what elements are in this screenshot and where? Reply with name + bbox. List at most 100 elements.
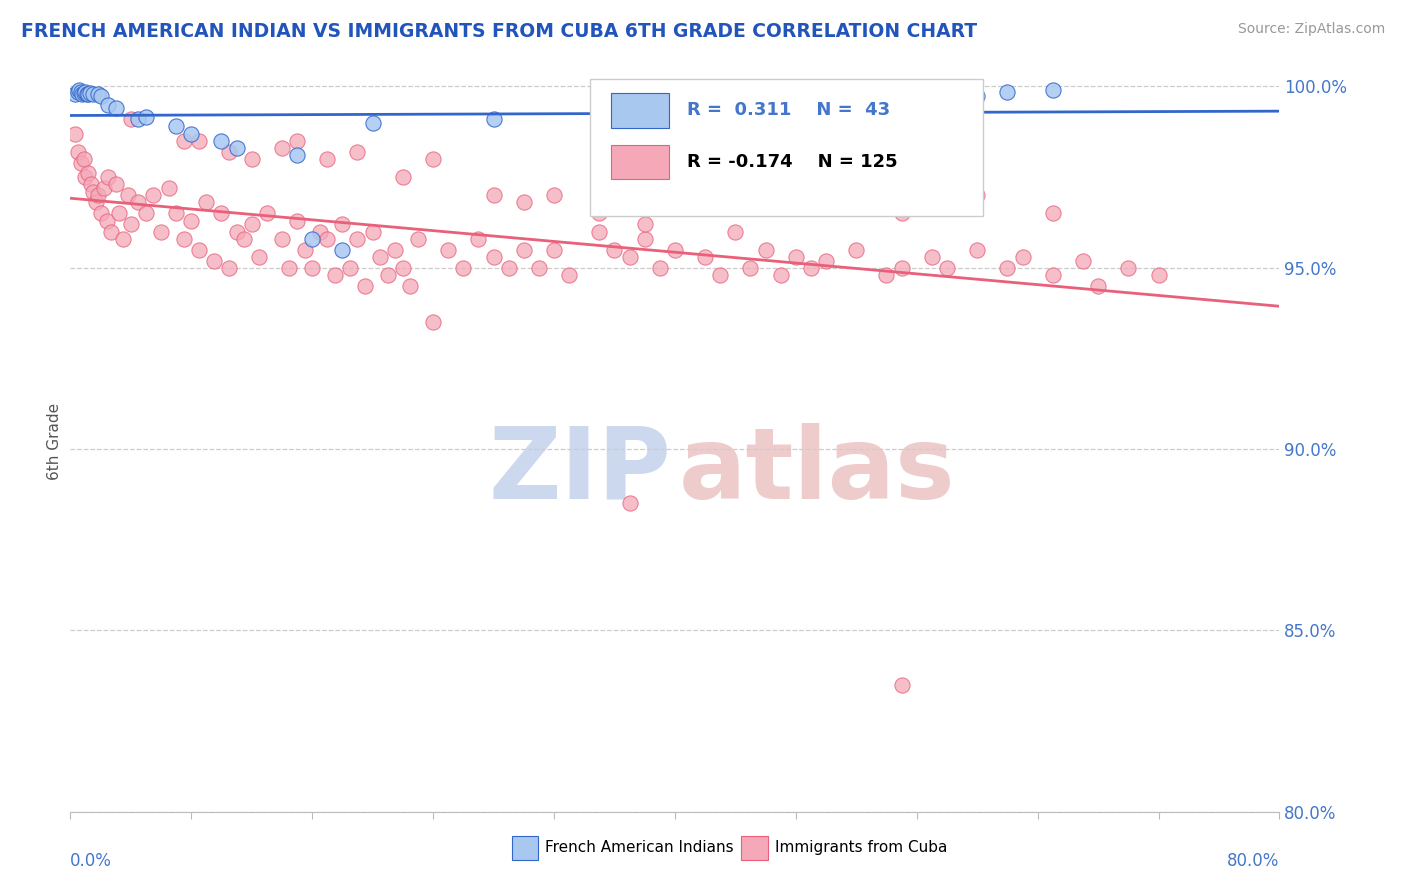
Point <box>368 250 391 264</box>
Point <box>316 232 339 246</box>
Point <box>619 250 641 264</box>
Point <box>361 225 384 239</box>
Point <box>588 225 610 239</box>
Point <box>346 232 368 246</box>
Point <box>332 217 354 231</box>
Point <box>308 225 330 239</box>
Point <box>377 268 399 282</box>
Point <box>354 279 377 293</box>
Point <box>187 243 209 257</box>
Point <box>740 188 762 202</box>
Point <box>67 83 90 97</box>
Point <box>815 195 838 210</box>
Point <box>890 260 912 275</box>
Point <box>77 87 100 102</box>
Point <box>391 260 415 275</box>
Point <box>1011 250 1033 264</box>
Point <box>218 260 240 275</box>
Point <box>173 232 195 246</box>
Point <box>240 217 263 231</box>
Point <box>339 260 361 275</box>
Point <box>256 206 278 220</box>
Point <box>588 104 610 119</box>
Point <box>1147 268 1170 282</box>
Point <box>97 170 120 185</box>
Point <box>84 195 107 210</box>
Point <box>709 181 731 195</box>
Point <box>63 127 86 141</box>
Point <box>890 94 912 108</box>
Point <box>558 268 581 282</box>
Point <box>406 232 429 246</box>
Point <box>86 188 108 202</box>
Point <box>785 250 807 264</box>
Point <box>233 232 256 246</box>
Point <box>104 178 127 192</box>
Point <box>323 268 346 282</box>
Text: FRENCH AMERICAN INDIAN VS IMMIGRANTS FROM CUBA 6TH GRADE CORRELATION CHART: FRENCH AMERICAN INDIAN VS IMMIGRANTS FRO… <box>21 22 977 41</box>
Point <box>165 120 187 134</box>
Point <box>467 232 489 246</box>
Point <box>73 86 96 100</box>
Point <box>135 110 157 124</box>
Point <box>422 315 444 329</box>
Point <box>97 97 120 112</box>
Point <box>391 170 415 185</box>
Point <box>543 188 565 202</box>
Point <box>70 155 93 169</box>
Point <box>294 243 316 257</box>
Point <box>93 181 115 195</box>
Point <box>769 268 792 282</box>
Point <box>633 232 655 246</box>
Point <box>127 112 149 127</box>
Point <box>845 243 868 257</box>
Point <box>70 85 93 99</box>
Point <box>995 260 1018 275</box>
Point <box>66 85 89 99</box>
Point <box>815 253 838 268</box>
Point <box>513 243 536 257</box>
Point <box>247 250 270 264</box>
Point <box>301 260 323 275</box>
Point <box>66 145 89 159</box>
Point <box>1087 279 1109 293</box>
Point <box>437 243 460 257</box>
Point <box>157 181 180 195</box>
Point <box>633 217 655 231</box>
Text: atlas: atlas <box>679 423 955 520</box>
Point <box>588 206 610 220</box>
Text: ZIP: ZIP <box>488 423 671 520</box>
Point <box>1042 83 1064 97</box>
Point <box>73 152 96 166</box>
Text: R = -0.174    N = 125: R = -0.174 N = 125 <box>688 153 897 171</box>
Point <box>453 260 475 275</box>
Point <box>195 195 218 210</box>
Point <box>543 243 565 257</box>
FancyBboxPatch shape <box>610 145 669 179</box>
Point <box>270 232 294 246</box>
Point <box>120 112 142 127</box>
Point <box>225 141 247 155</box>
Point <box>96 213 118 227</box>
Point <box>202 253 225 268</box>
Point <box>695 250 717 264</box>
Point <box>936 260 959 275</box>
Point <box>316 152 339 166</box>
Point <box>513 195 536 210</box>
Point <box>875 268 898 282</box>
FancyBboxPatch shape <box>610 93 669 128</box>
Point <box>648 260 671 275</box>
Point <box>603 243 626 257</box>
Point <box>921 250 943 264</box>
Point <box>187 134 209 148</box>
Point <box>90 206 111 220</box>
Point <box>107 206 129 220</box>
Point <box>72 87 94 101</box>
Point <box>966 88 988 103</box>
Point <box>112 232 135 246</box>
Point <box>173 134 195 148</box>
Point <box>104 101 127 115</box>
Point <box>384 243 406 257</box>
Point <box>422 152 444 166</box>
Point <box>966 243 988 257</box>
